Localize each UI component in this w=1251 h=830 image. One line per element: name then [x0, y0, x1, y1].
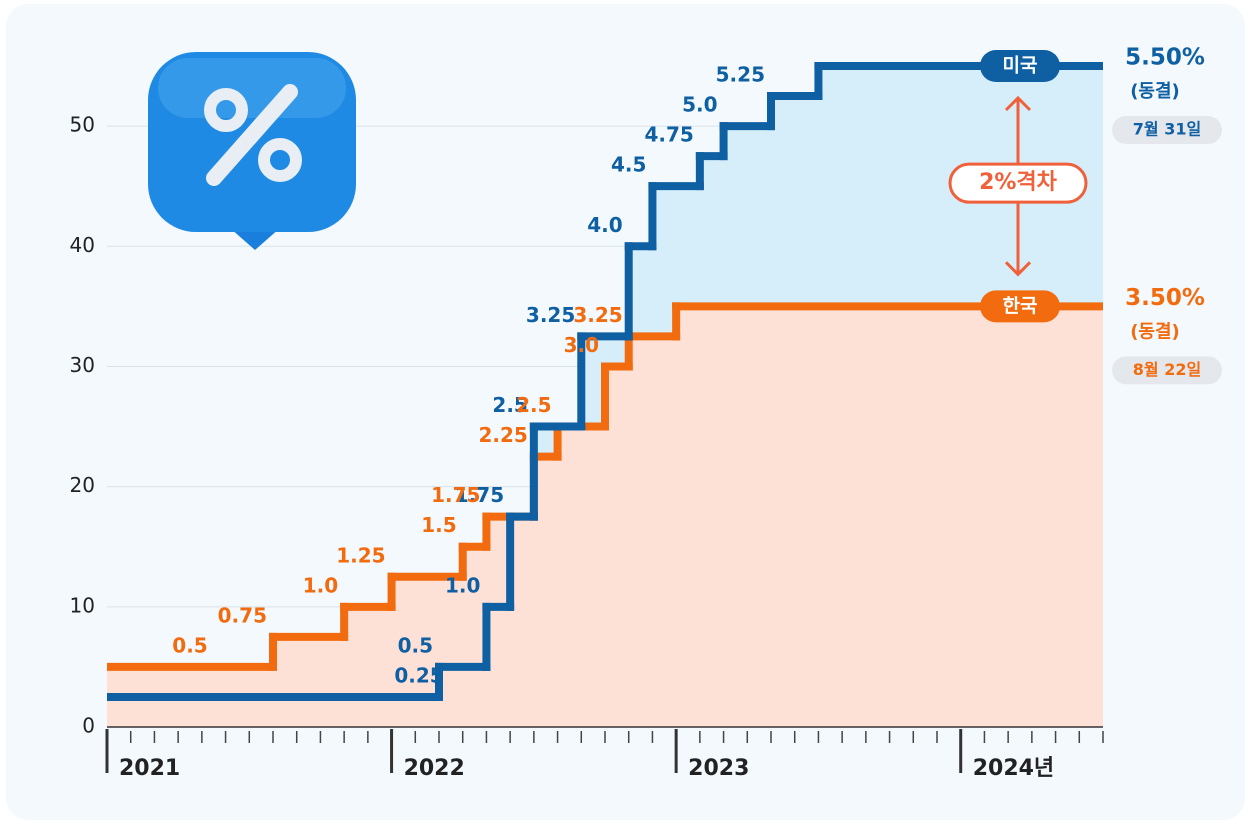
- gap-label: 2%격차: [979, 170, 1058, 195]
- status-label: (동결): [1130, 321, 1180, 342]
- legend-label: 미국: [1003, 55, 1038, 77]
- x-tick-label: 2023: [688, 756, 749, 781]
- value-label: 4.0: [587, 213, 622, 237]
- y-tick-label: 40: [70, 233, 95, 257]
- value-label: 3.25: [573, 303, 622, 327]
- end-value-label: 5.50%: [1125, 45, 1205, 71]
- value-label: 0.5: [172, 633, 207, 657]
- x-tick-label: 2024년: [973, 756, 1054, 781]
- y-tick-label: 0: [82, 714, 95, 738]
- value-label: 0.75: [218, 603, 267, 627]
- y-tick-label: 30: [70, 353, 95, 377]
- date-label: 7월 31일: [1133, 120, 1201, 139]
- value-label: 1.75: [431, 483, 480, 507]
- value-label: 4.75: [644, 123, 693, 147]
- x-tick-label: 2021: [119, 756, 180, 781]
- y-tick-label: 50: [70, 113, 95, 137]
- end-value-label: 3.50%: [1125, 285, 1205, 311]
- value-label: 1.0: [445, 573, 480, 597]
- value-label: 0.5: [398, 633, 433, 657]
- value-label: 1.5: [421, 513, 456, 537]
- status-label: (동결): [1130, 81, 1180, 102]
- chart: 0 10 20 30 40 50 0.25 0.5 1.0 1.75 2.5 3.25 4.0 4.5 4.…: [0, 0, 1251, 826]
- value-label: 1.0: [303, 573, 338, 597]
- value-label: 1.25: [336, 543, 385, 567]
- value-label: 2.25: [478, 423, 527, 447]
- x-tick-label: 2022: [404, 756, 465, 781]
- percent-icon: [148, 52, 356, 250]
- y-tick-label: 20: [70, 473, 95, 497]
- value-label: 3.25: [526, 303, 575, 327]
- value-label: 5.25: [716, 63, 765, 87]
- value-label: 2.5: [516, 393, 551, 417]
- legend-label: 한국: [1003, 295, 1038, 317]
- value-label: 5.0: [682, 93, 717, 117]
- value-label: 3.0: [564, 333, 599, 357]
- value-label: 0.25: [394, 663, 443, 687]
- y-tick-label: 10: [70, 593, 95, 617]
- value-label: 4.5: [611, 153, 646, 177]
- date-label: 8월 22일: [1133, 360, 1201, 379]
